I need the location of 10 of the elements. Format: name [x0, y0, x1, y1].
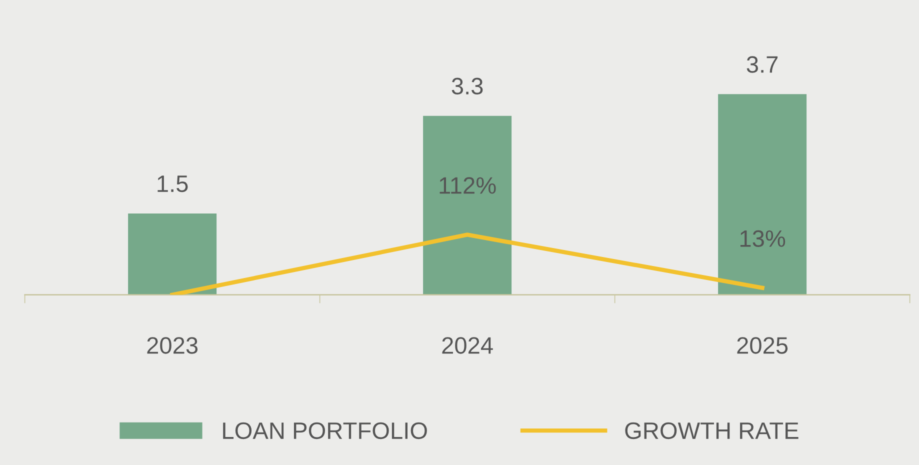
legend-label: LOAN PORTFOLIO [223, 422, 427, 440]
data-label: 1.5 [158, 176, 188, 192]
data-label: 112% [440, 177, 496, 194]
x-tick-label: 2023 [147, 337, 198, 354]
x-tick-label: 2024 [442, 337, 493, 354]
x-tick-label: 2025 [737, 337, 788, 354]
legend-label: GROWTH RATE [625, 422, 798, 440]
data-label: 13% [740, 230, 786, 247]
data-label: 3.3 [452, 78, 483, 95]
data-label: 3.7 [746, 56, 778, 73]
